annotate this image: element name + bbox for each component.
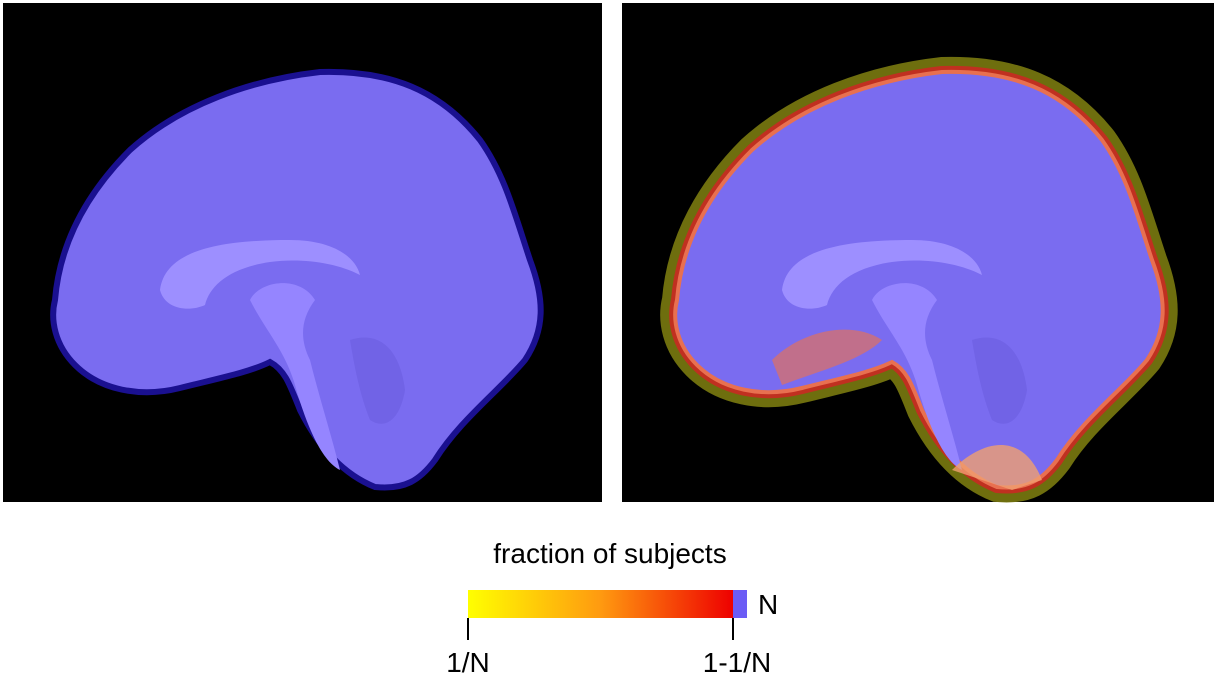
figure: fraction of subjects N 1/N 1-1/N (0, 0, 1217, 678)
colorbar-n-label: N (758, 589, 778, 620)
tick-label: 1-1/N (703, 647, 771, 678)
colorbar-gradient (468, 590, 733, 618)
colorbar-n (733, 590, 747, 618)
page: fraction of subjects N 1/N 1-1/N (() => … (0, 0, 1217, 678)
tick-label: 1/N (446, 647, 490, 678)
colorbar-title: fraction of subjects (493, 538, 726, 569)
